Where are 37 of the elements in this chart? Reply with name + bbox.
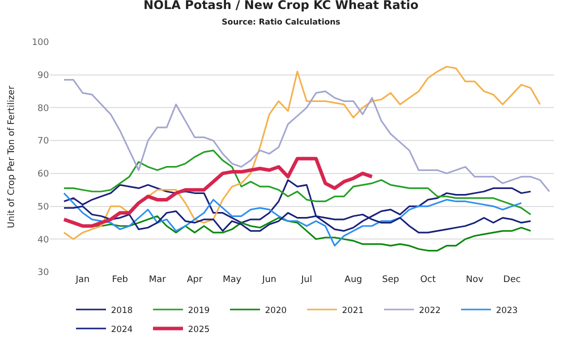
x-tick-label: Dec [503, 275, 521, 285]
legend-label: 2023 [496, 306, 518, 316]
y-tick-label: 90 [38, 71, 50, 82]
x-tick-label: Sep [382, 275, 400, 285]
y-tick-label: 40 [38, 235, 50, 246]
legend-label: 2020 [265, 306, 287, 316]
x-tick-label: Feb [112, 275, 128, 285]
x-tick-label: Jul [300, 275, 312, 285]
chart-subtitle: Source: Ratio Calculations [222, 17, 341, 26]
y-tick-label: 80 [38, 104, 50, 114]
line-series [63, 192, 522, 247]
legend-label: 2024 [111, 324, 133, 335]
y-axis-title: Unit of Crop Per Ton of Fertilizer [7, 86, 18, 228]
chart-title: NOLA Potash / New Crop KC Wheat Ratio [144, 0, 418, 12]
x-tick-label: Apr [186, 275, 203, 285]
y-tick-label: 60 [38, 170, 50, 180]
y-tick-label: 30 [38, 268, 50, 278]
line-series [63, 66, 541, 240]
line-series [63, 78, 550, 192]
y-tick-label: 70 [38, 136, 50, 147]
line-series [63, 179, 532, 232]
line-series [63, 150, 532, 216]
legend-label: 2018 [111, 306, 133, 316]
x-tick-label: Jan [74, 275, 90, 285]
line-series [62, 156, 374, 228]
legend-label: 2025 [188, 324, 210, 335]
legend-label: 2021 [342, 306, 364, 316]
x-tick-label: May [222, 275, 242, 285]
x-tick-label: Aug [344, 275, 362, 285]
x-tick-label: Jun [261, 275, 276, 285]
x-tick-label: Nov [466, 275, 484, 285]
x-tick-label: Oct [420, 275, 436, 285]
y-tick-label: 100 [32, 38, 50, 48]
y-tick-label: 50 [38, 202, 50, 212]
x-tick-label: Mar [148, 275, 166, 285]
legend-label: 2022 [419, 306, 441, 316]
legend-label: 2019 [188, 306, 210, 316]
